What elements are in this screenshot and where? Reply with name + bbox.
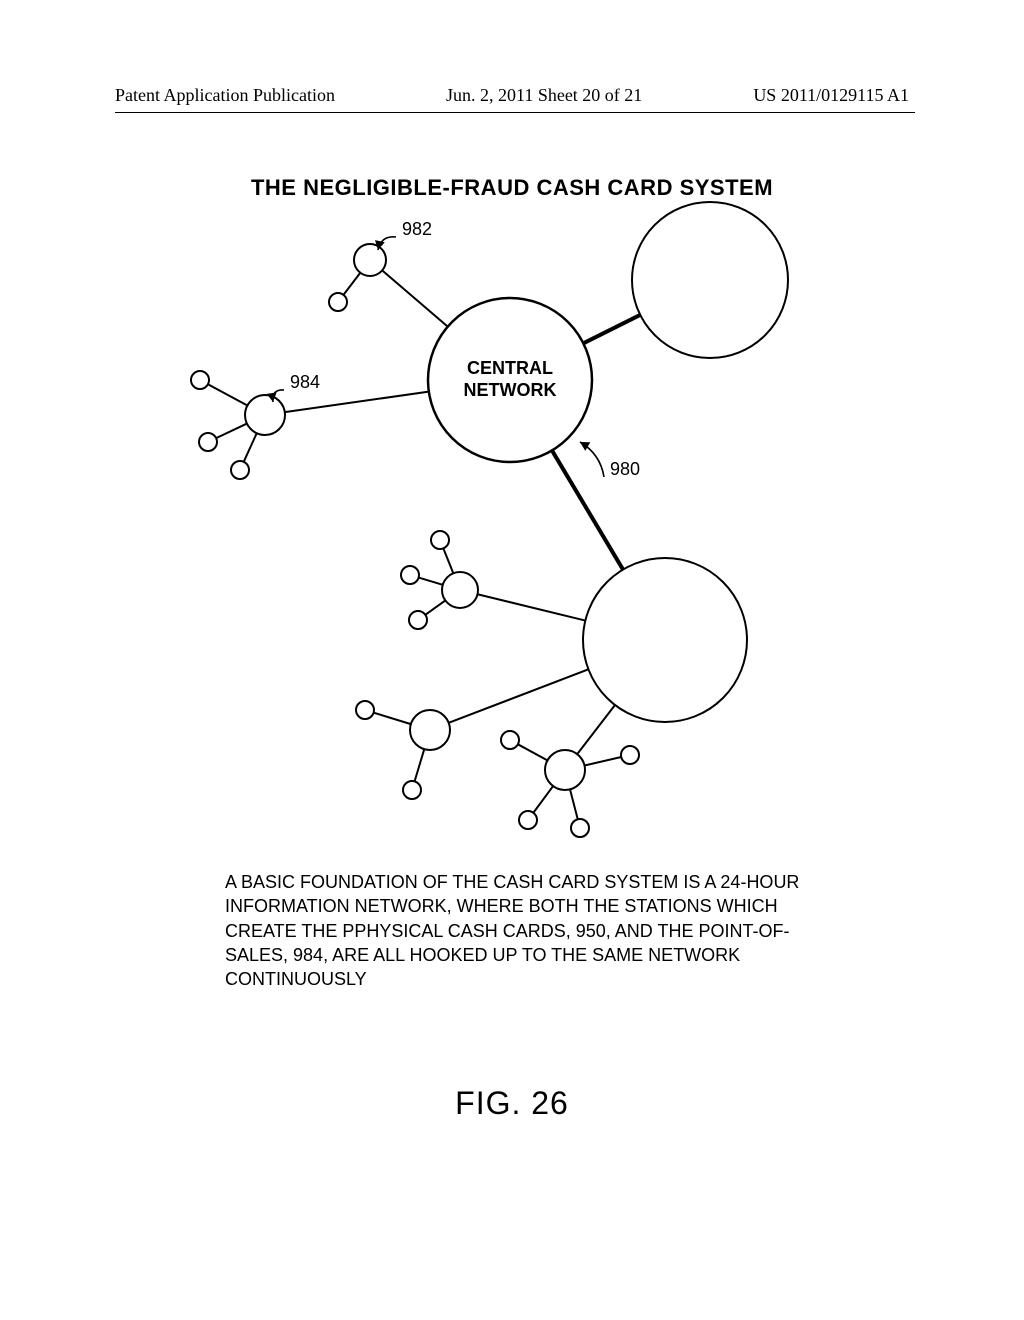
diagram-caption: A BASIC FOUNDATION OF THE CASH CARD SYST…: [225, 870, 815, 991]
header-left: Patent Application Publication: [115, 85, 335, 106]
svg-text:984: 984: [290, 372, 320, 392]
page-header: Patent Application Publication Jun. 2, 2…: [0, 85, 1024, 106]
header-right: US 2011/0129115 A1: [753, 85, 909, 106]
svg-text:982: 982: [402, 219, 432, 239]
page: Patent Application Publication Jun. 2, 2…: [0, 0, 1024, 1320]
network-svg: CENTRALNETWORK 982 984 980: [140, 220, 880, 850]
diagram-title: THE NEGLIGIBLE-FRAUD CASH CARD SYSTEM: [0, 175, 1024, 201]
network-diagram: CENTRALNETWORK 982 984 980: [140, 220, 880, 850]
svg-text:NETWORK: NETWORK: [464, 380, 557, 400]
svg-text:CENTRAL: CENTRAL: [467, 358, 553, 378]
header-mid: Jun. 2, 2011 Sheet 20 of 21: [446, 85, 642, 106]
figure-label: FIG. 26: [0, 1085, 1024, 1122]
header-rule: [115, 112, 915, 113]
svg-text:980: 980: [610, 459, 640, 479]
